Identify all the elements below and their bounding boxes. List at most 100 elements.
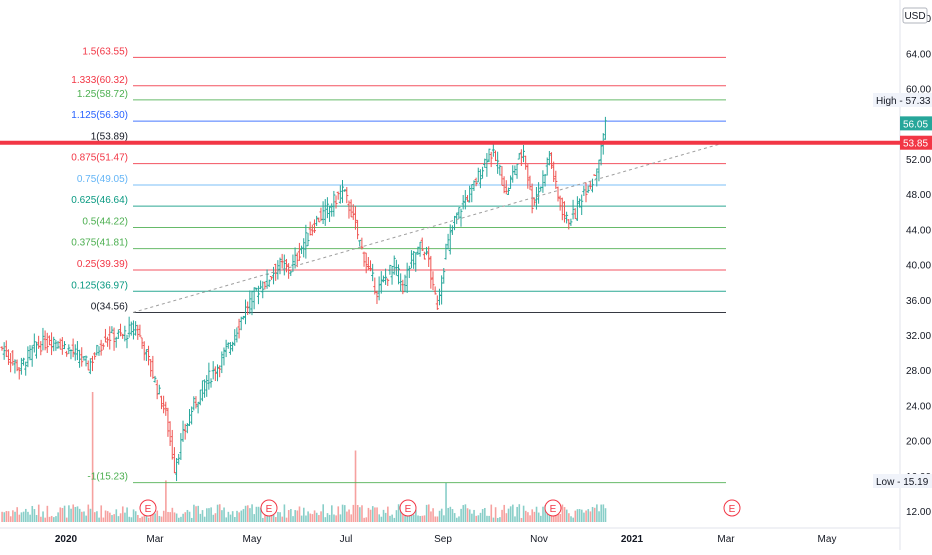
time-axis-tick-label: 2020 [55,534,78,545]
volume-bar [572,517,574,522]
volume-bar [419,515,421,522]
volume-bar [137,514,139,522]
volume-bar [130,517,133,522]
volume-bar [326,513,329,522]
volume-bar [214,513,217,522]
volume-bar [251,504,253,522]
ohlc-bar [323,199,327,226]
ohlc-bar [580,194,584,216]
ohlc-bar [254,287,258,291]
ohlc-bar [336,191,340,200]
ohlc-bar [312,219,316,233]
volume-bar [25,508,27,522]
earnings-marker[interactable]: E [399,499,417,517]
fibonacci-levels[interactable]: 1.5(63.55) 1.333(60.32) 1.25(58.72) 1.125(5… [71,46,726,484]
volume-bar [374,507,376,522]
ohlc-bar [248,290,252,315]
volume-bar [199,513,202,522]
volume-bar [182,513,184,522]
volume-bar [313,510,316,522]
earnings-marker[interactable]: E [260,499,278,517]
volume-bar [475,515,477,522]
volume-bar [249,508,251,522]
ohlc-bar [263,281,267,290]
volume-bar [141,516,143,522]
ohlc-bar [571,199,575,220]
volume-bar [305,515,307,522]
ohlc-bar [541,170,545,193]
ohlc-bar [222,347,226,366]
volume-bar [331,505,333,522]
price-axis[interactable]: 12.0016.0020.0024.0028.0032.0036.0040.00… [906,14,931,518]
volume-bar [328,514,331,522]
ohlc-bar [504,180,508,195]
high-price-badge-text: High - 57.33 [876,96,931,107]
currency-label-box[interactable]: USD [902,7,928,24]
volume-bar [298,506,301,522]
volume-bar [57,512,59,522]
ohlc-bar [138,324,142,337]
ohlc-bar [134,321,138,336]
volume-bar [53,517,55,522]
volume-bar [451,509,454,522]
ohlc-bar [103,328,107,343]
volume-histogram [1,392,607,522]
volume-bar [494,507,497,522]
ohlc-bar [578,198,582,208]
fib-level-label: 0.5(44.22) [82,216,128,227]
ohlc-bar [198,389,202,406]
ohlc-bar [302,238,306,258]
volume-bar [350,514,353,522]
ohlc-bar [328,206,332,222]
volume-bar [440,508,443,522]
volume-bar [180,516,182,522]
time-axis-tick-label: Nov [530,534,548,545]
volume-bar [147,517,150,522]
volume-bar [35,514,38,522]
ohlc-bar [369,260,373,272]
volume-bar [391,514,393,522]
ohlc-bar [390,265,394,285]
volume-bar [156,510,159,522]
ohlc-bar [187,409,191,427]
ohlc-bar [269,276,273,280]
earnings-marker[interactable]: E [544,499,562,517]
ohlc-bar [207,362,211,390]
volume-bar [481,509,484,522]
volume-bar [175,513,178,522]
volume-bar [387,506,389,522]
trend-line[interactable] [132,141,727,313]
ohlc-bar [108,326,112,350]
volume-bar [296,510,299,522]
price-axis-tick-label: 44.00 [906,225,931,236]
earnings-marker[interactable]: E [139,499,157,517]
ohlc-bar [112,327,116,351]
volume-bar [516,506,518,522]
ohlc-bar [91,355,95,372]
ohlc-bar [489,151,493,168]
volume-bar [109,512,111,522]
volume-bar [134,511,137,522]
volume-bar [115,509,118,522]
volume-bar [234,517,236,522]
fib-level-label: 1(53.89) [91,131,128,142]
volume-bar [447,507,449,522]
volume-bar [550,514,553,522]
low-price-badge-box [873,474,932,488]
volume-bar [5,511,8,522]
volume-bar [365,517,368,522]
volume-bar [496,517,499,522]
time-axis[interactable]: 2020 Mar May Jul Sep Nov 2021 Mar May [55,534,837,545]
ohlc-bar [427,246,431,267]
earnings-marker[interactable]: E [723,499,741,517]
trend-line-segment[interactable] [132,141,727,313]
ohlc-bar [43,330,47,351]
ohlc-bar [291,254,295,272]
ohlc-bar [543,173,547,187]
volume-bar [565,509,568,522]
volume-bar [425,504,428,522]
ohlc-bar [459,208,463,227]
